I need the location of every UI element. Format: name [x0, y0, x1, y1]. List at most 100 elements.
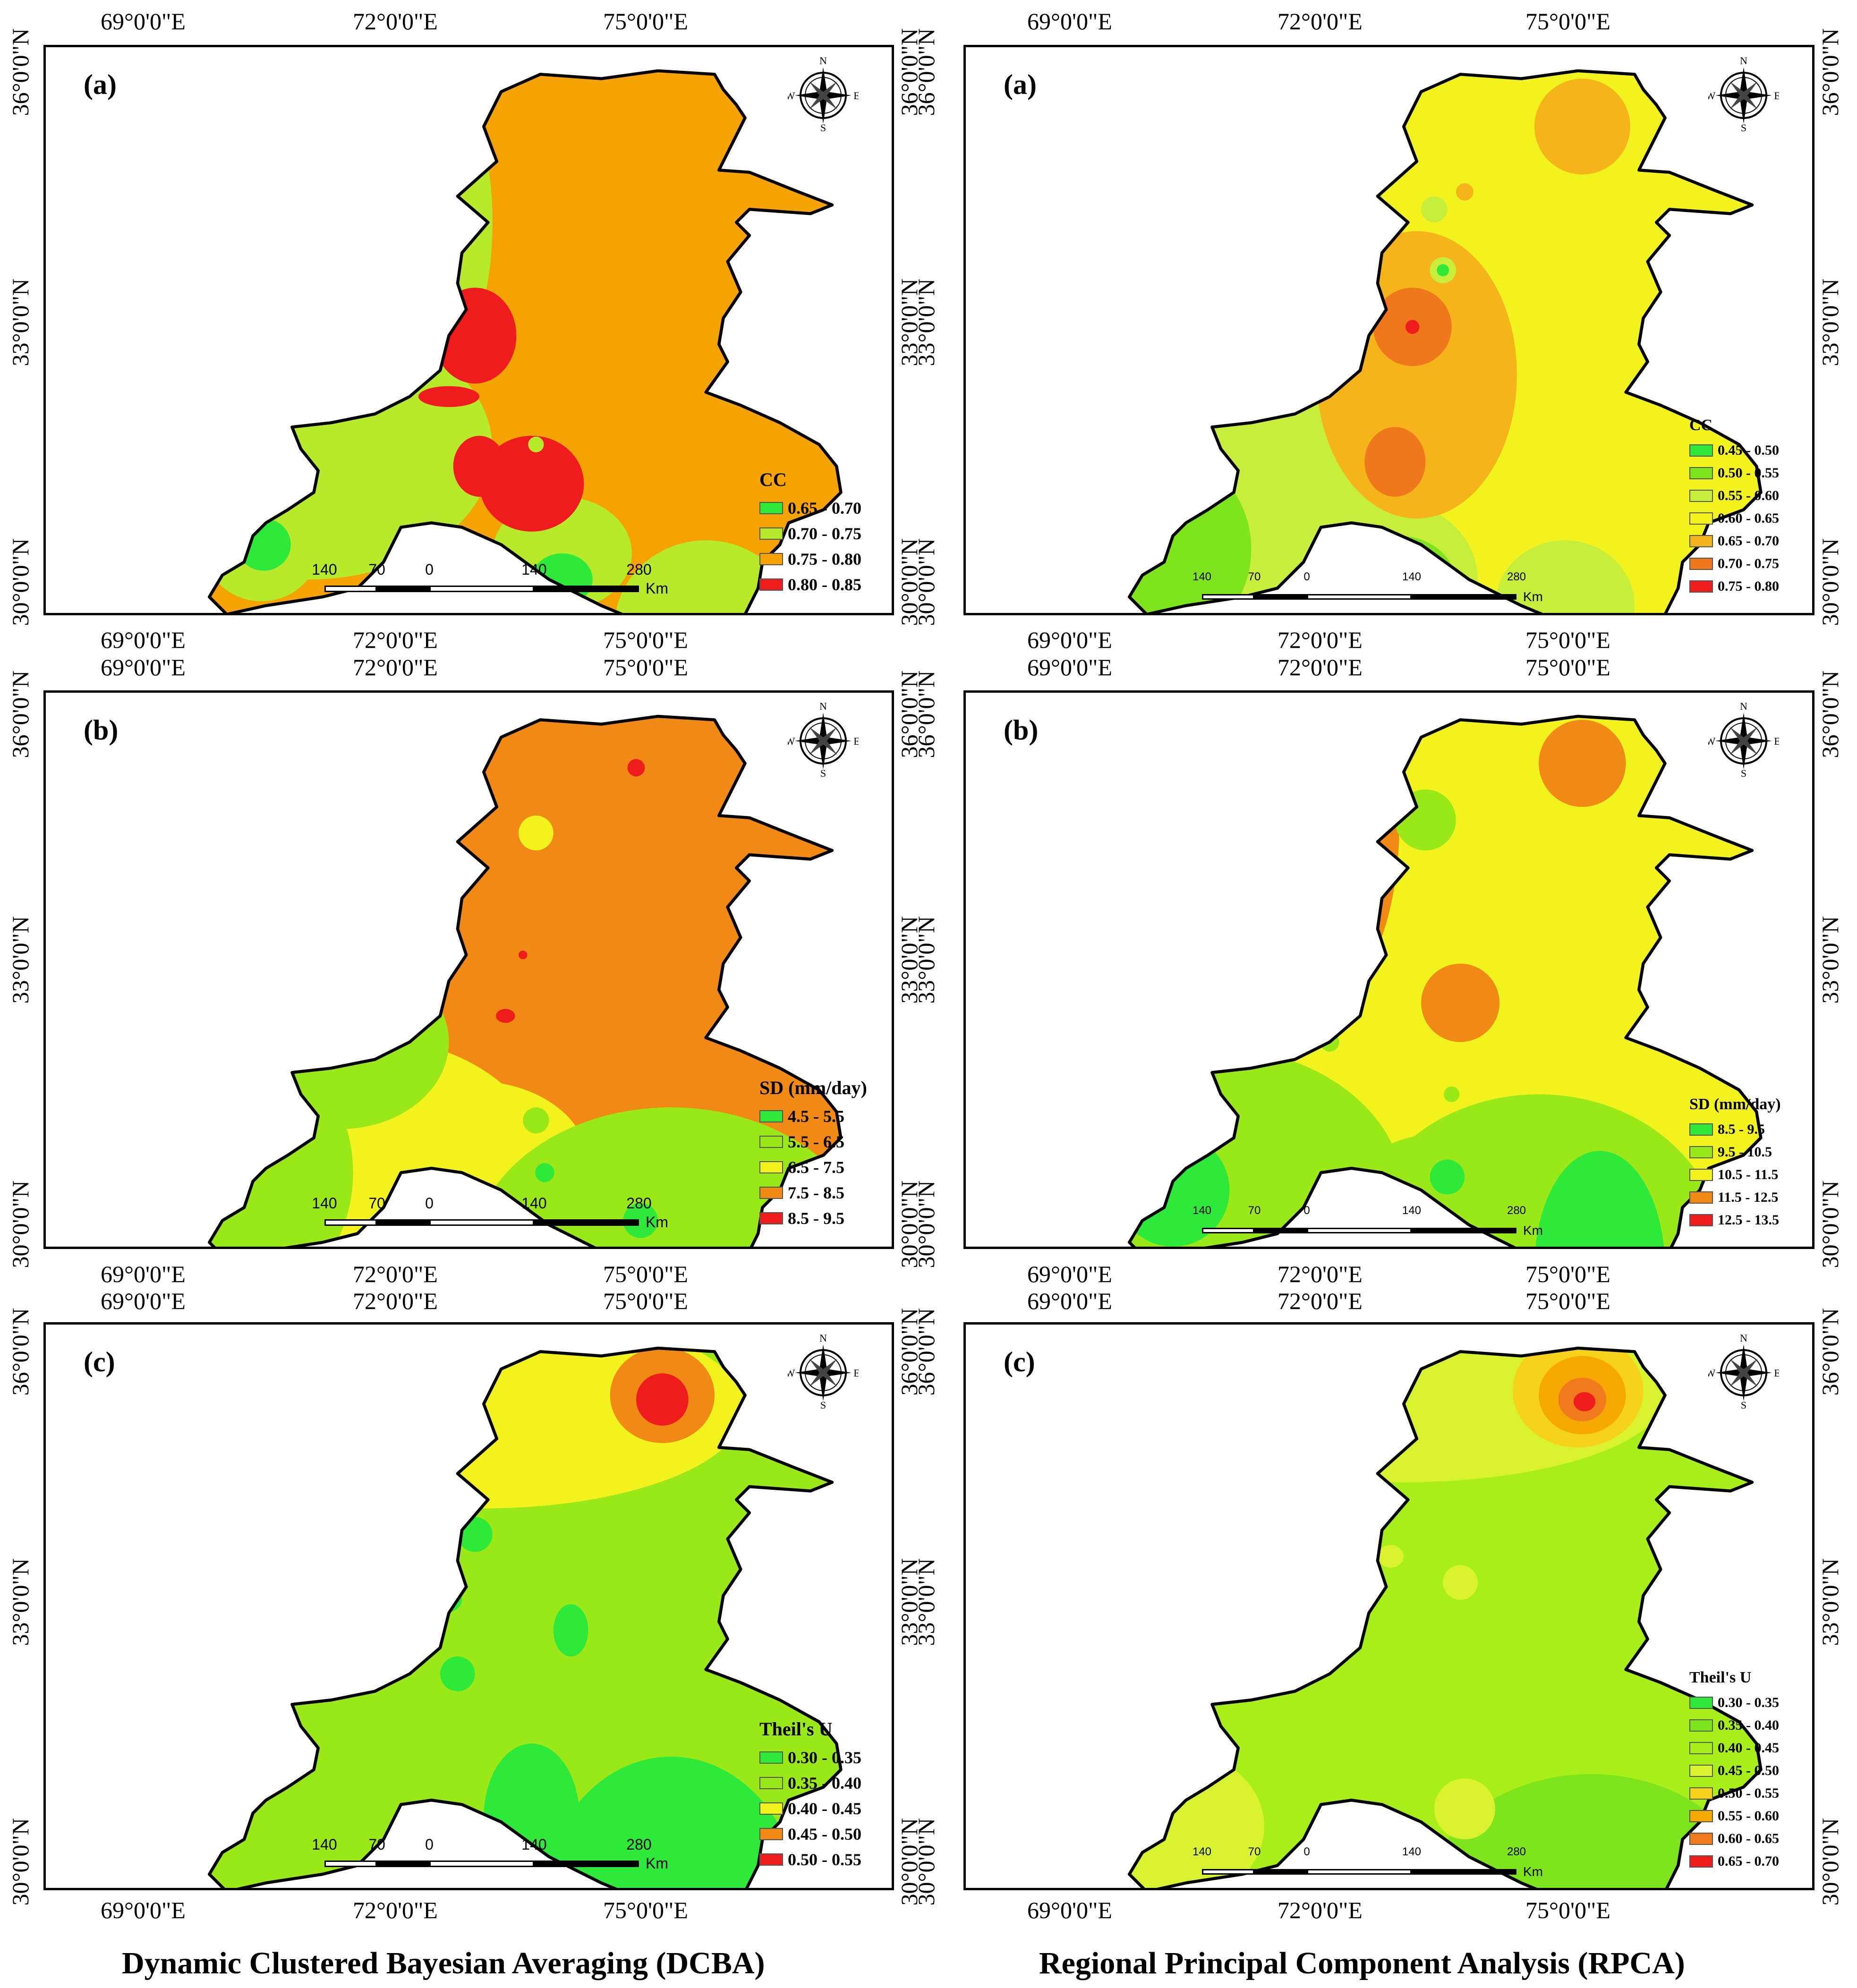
zone-blob: [1495, 540, 1635, 613]
legend-swatch: [1689, 1146, 1713, 1158]
lon-label-bottom: 75°0'0"E: [1525, 627, 1610, 653]
legend-swatch: [759, 1777, 783, 1789]
legend-item: 0.65 - 0.70: [1689, 1850, 1779, 1873]
scale-bar: 140 70 0 140 280 Km: [1193, 1845, 1543, 1879]
map-panel-rpca-tu: (c) N S E W Theil's U 0.30 - 0.35 0.35 - 0.40 0.…: [963, 1322, 1814, 1890]
compass-e-label: E: [853, 1367, 859, 1379]
lon-label-top: 69°0'0"E: [1027, 8, 1112, 34]
lat-label-right: 36°0'0"N: [1817, 1308, 1843, 1396]
legend-range: 12.5 - 13.5: [1718, 1212, 1779, 1228]
legend-swatch: [1689, 558, 1713, 570]
legend-item: 7.5 - 8.5: [759, 1180, 867, 1206]
compass-n-label: N: [1740, 57, 1747, 67]
panel-label: (a): [84, 69, 117, 100]
legend-item: 0.60 - 0.65: [1689, 1827, 1779, 1850]
legend-swatch: [1689, 1169, 1713, 1181]
zone-blob: [1405, 320, 1420, 334]
lat-label-right: 36°0'0"N: [1817, 671, 1843, 758]
lat-label-left: 30°0'0"N: [913, 1818, 939, 1906]
legend-swatch: [759, 1802, 783, 1815]
legend-item: 6.5 - 7.5: [759, 1155, 867, 1180]
zone-blob: [418, 386, 480, 407]
legend-item: 0.70 - 0.75: [759, 521, 861, 546]
zone-blob: [440, 1656, 475, 1691]
lat-label-right: 33°0'0"N: [1817, 916, 1843, 1004]
lat-label-left: 30°0'0"N: [7, 538, 34, 626]
legend-range: 7.5 - 8.5: [788, 1183, 844, 1202]
legend-item: 0.45 - 0.50: [1689, 1759, 1779, 1782]
scale-tick-label: 140: [1402, 1845, 1422, 1858]
lon-label-bottom: 75°0'0"E: [1525, 1261, 1610, 1287]
map-panel-dcba-tu: (c) N S E W Theil's U 0.30 - 0.35 0.35 - 0.40 0.…: [43, 1322, 894, 1890]
compass-n-label: N: [819, 702, 827, 712]
legend-range: 0.70 - 0.75: [788, 524, 861, 543]
legend-swatch: [759, 1853, 783, 1866]
lon-label-top: 75°0'0"E: [603, 1288, 688, 1314]
scale-tick-label: 70: [1248, 1845, 1261, 1858]
lon-label-top: 69°0'0"E: [1027, 1288, 1112, 1314]
scale-segment: [534, 1219, 639, 1226]
lon-label-top: 69°0'0"E: [101, 1288, 186, 1314]
lat-label-left: 30°0'0"N: [7, 1818, 34, 1906]
legend-range: 0.80 - 0.85: [788, 575, 861, 594]
compass-e-label: E: [853, 90, 859, 102]
legend-swatch: [1689, 1765, 1713, 1777]
scale-segment: [1254, 1869, 1307, 1875]
zone-blob: [1364, 427, 1426, 497]
scale-segments: Km: [1202, 1864, 1543, 1879]
scale-segment: [1202, 1228, 1254, 1233]
zone-blob: [575, 1809, 689, 1888]
legend-swatch: [1689, 580, 1713, 593]
zone-blob: [231, 955, 449, 1130]
zone-blob: [1251, 1369, 1356, 1456]
panel-label: (a): [1004, 69, 1037, 100]
compass-w-label: W: [1708, 90, 1716, 102]
scale-ticks: 140 70 0 140 280: [1193, 570, 1526, 589]
legend-swatch: [759, 502, 783, 514]
lon-label-top: 69°0'0"E: [101, 654, 186, 680]
scale-segment: [1202, 594, 1254, 600]
scale-unit: Km: [1523, 1864, 1543, 1879]
legend-range: 0.45 - 0.50: [1718, 442, 1779, 458]
zone-blob: [1430, 1159, 1465, 1195]
zone-blob: [1312, 213, 1330, 231]
zone-blob: [453, 435, 506, 497]
zone-blob: [1444, 1086, 1460, 1102]
legend-swatch: [759, 527, 783, 540]
zone-blob: [523, 1107, 549, 1134]
legend-range: 0.40 - 0.45: [788, 1799, 861, 1818]
legend-item: 0.50 - 0.55: [1689, 1782, 1779, 1805]
zone-blob: [1377, 1545, 1404, 1568]
legend-swatch: [1689, 1719, 1713, 1732]
legend-item: 0.35 - 0.40: [759, 1770, 861, 1796]
legend-swatch: [1689, 1787, 1713, 1800]
legend-swatch: [1689, 490, 1713, 502]
choropleth-map: [207, 69, 843, 613]
zone-blob: [470, 1107, 841, 1247]
zone-blob: [528, 436, 544, 452]
lon-label-bottom: 69°0'0"E: [1027, 1261, 1112, 1287]
lon-label-bottom: 72°0'0"E: [1278, 1897, 1363, 1923]
north-arrow-compass: N S E W: [1706, 55, 1780, 134]
legend: Theil's U 0.30 - 0.35 0.35 - 0.40 0.40 - 0.…: [1689, 1669, 1779, 1873]
scale-unit: Km: [646, 1214, 668, 1231]
choropleth-map: [1127, 69, 1763, 613]
legend: SD (mm/day) 8.5 - 9.5 9.5 - 10.5 10.5 - 11.…: [1689, 1096, 1781, 1232]
compass-w-label: W: [788, 735, 795, 747]
legend-title: CC: [1689, 416, 1713, 434]
scale-tick-label: 140: [1192, 1845, 1212, 1858]
legend: CC 0.65 - 0.70 0.70 - 0.75 0.75 - 0.80 0.80 …: [759, 468, 861, 597]
zone-blob: [519, 816, 554, 850]
lat-label-left: 30°0'0"N: [913, 1181, 939, 1268]
scale-segment: [1412, 1869, 1516, 1875]
lon-label-top: 72°0'0"E: [353, 1288, 438, 1314]
panel-label: (c): [84, 1346, 115, 1377]
lon-label-top: 75°0'0"E: [1525, 1288, 1610, 1314]
zone-blob: [1443, 1565, 1478, 1600]
legend: CC 0.45 - 0.50 0.50 - 0.55 0.55 - 0.60 0.60 …: [1689, 416, 1779, 598]
region-boundary: [207, 1346, 843, 1888]
scale-tick-label: 280: [626, 1836, 652, 1853]
scale-bar: 140 70 0 140 280 Km: [312, 1836, 668, 1872]
scale-tick-label: 280: [1507, 1204, 1526, 1217]
scale-ticks: 140 70 0 140 280: [1193, 1845, 1526, 1864]
